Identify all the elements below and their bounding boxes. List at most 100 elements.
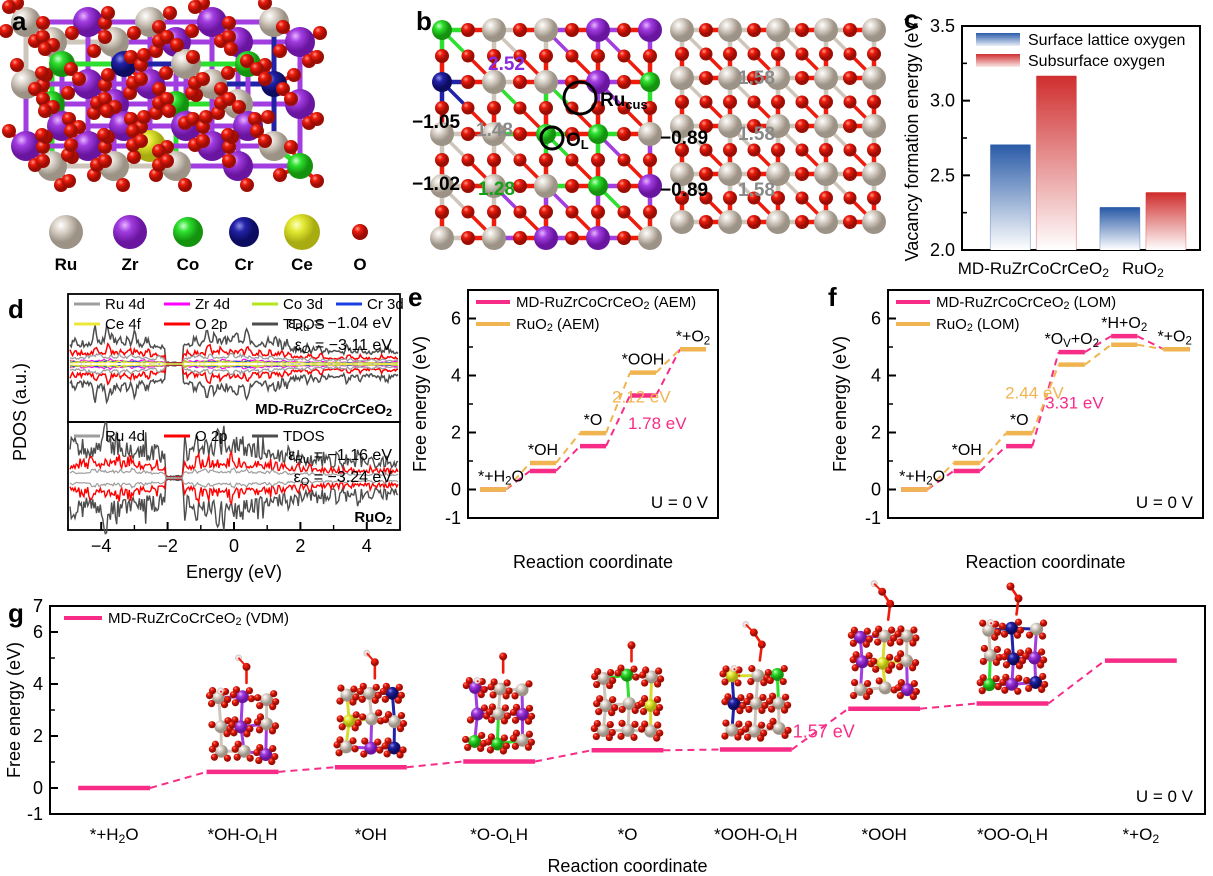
pe-plot-connector: [605, 372, 631, 434]
atom: [388, 715, 402, 729]
atom-O: [224, 42, 238, 56]
panel-b-right-structure: [670, 18, 886, 234]
atom-O: [643, 101, 657, 115]
atom-O: [271, 722, 280, 730]
panel-a-structure: [0, 0, 327, 192]
atom: [1028, 651, 1042, 665]
atom-O: [381, 716, 390, 724]
panel-e-annot-pink: 1.78 eV: [628, 414, 687, 433]
atom-O: [271, 752, 279, 761]
atom-O: [843, 215, 857, 229]
atom-O: [912, 634, 920, 642]
panel-g-legend-label: MD-RuZrCoCrCeO2 (VDM): [108, 610, 289, 628]
atom-O: [35, 66, 49, 80]
atom-O: [888, 626, 896, 634]
atom: [766, 114, 790, 138]
atom-O: [617, 153, 631, 167]
atom-O: [247, 695, 256, 703]
atom: [597, 672, 611, 686]
panel-f-label: f: [828, 282, 837, 312]
atom-O: [313, 26, 327, 40]
atom-O: [1038, 632, 1047, 640]
panel-g-xtick-6: *OOH: [861, 825, 906, 844]
atom-O: [186, 50, 200, 64]
atom-O: [565, 127, 579, 141]
panel-d-label: d: [8, 294, 24, 324]
atom-O: [872, 630, 880, 638]
legend-label-ce: Ce: [291, 255, 313, 274]
atom-O: [638, 725, 646, 733]
atom-gRu: [11, 7, 41, 37]
panel-d-xtick: 0: [229, 536, 239, 556]
atom-O: [632, 673, 640, 681]
pdos-curve: [69, 478, 399, 535]
panel-g-xtick-7: *OO-OLH: [977, 825, 1048, 846]
pe-plot-connector: [555, 445, 581, 472]
pf-plot-ytick: -1: [865, 508, 881, 528]
atom-O: [743, 697, 751, 706]
atom: [638, 18, 662, 42]
atom: [854, 683, 868, 697]
atom-O: [356, 687, 364, 695]
atom: [718, 114, 742, 138]
atom-O: [527, 712, 536, 720]
panel-d-legend2-label-2: TDOS: [283, 428, 325, 445]
atom-O: [478, 731, 486, 740]
legend-sphere-o: [352, 224, 368, 240]
atom-O: [397, 712, 406, 720]
atom-O: [61, 86, 75, 100]
atom-O: [207, 700, 216, 708]
atom-O: [819, 143, 833, 157]
atom-O: [397, 691, 405, 699]
atom-O: [795, 191, 809, 205]
pe-plot-connector: [655, 348, 681, 396]
atom-O: [675, 95, 689, 109]
atom-O: [699, 71, 713, 85]
atom-O: [352, 711, 360, 719]
atom: [814, 66, 838, 90]
atom: [1029, 675, 1043, 689]
atom-O: [737, 694, 745, 702]
atom-O: [487, 716, 496, 724]
atom-O: [170, 38, 184, 52]
atom-O: [872, 665, 880, 673]
atom-O: [98, 92, 112, 106]
panel-d-legend2-label-1: O 2p: [195, 428, 228, 445]
panel-d-top-curves: [69, 323, 399, 405]
panel-c-xtick: MD-RuZrCoCrCeO2: [958, 259, 1110, 280]
atom-O: [1016, 649, 1025, 657]
atom-O: [910, 680, 918, 688]
atom-O: [980, 644, 989, 653]
atom-O: [614, 669, 622, 677]
panel-c-ytick: 2.5: [930, 165, 955, 185]
atom-O: [979, 657, 988, 666]
atom-O: [819, 95, 833, 109]
atom-gZr: [73, 7, 103, 37]
atom-O: [246, 754, 254, 762]
panel-b-annotation: −1.02: [412, 174, 460, 195]
atom-O: [160, 92, 174, 106]
panel-c-xtick: RuO2: [1122, 259, 1164, 280]
atom-O: [888, 661, 896, 669]
atom-O: [435, 101, 449, 115]
atom-O: [273, 168, 287, 182]
atom-O: [611, 704, 619, 712]
pg-plot-ytick: 7: [33, 596, 43, 616]
bar-surface-1: [1099, 208, 1140, 250]
atom-O: [0, 24, 13, 38]
panel-d-legend-label-Cr-3d: Cr 3d: [367, 296, 404, 313]
panel-f-state-label-5: *+O2: [1157, 328, 1191, 347]
atom-O: [116, 178, 130, 192]
atom-O: [487, 205, 501, 219]
atom-O: [760, 729, 768, 737]
atom-O: [699, 95, 713, 109]
pe-plot-ytick: 0: [451, 480, 461, 500]
atom-O: [795, 95, 809, 109]
atom-O: [256, 702, 264, 710]
atom-O: [886, 653, 894, 661]
atom-O: [643, 153, 657, 167]
atom-O: [399, 720, 408, 728]
atom-O: [593, 700, 601, 708]
atom-O: [36, 154, 50, 168]
pe-plot-connector: [605, 395, 631, 447]
